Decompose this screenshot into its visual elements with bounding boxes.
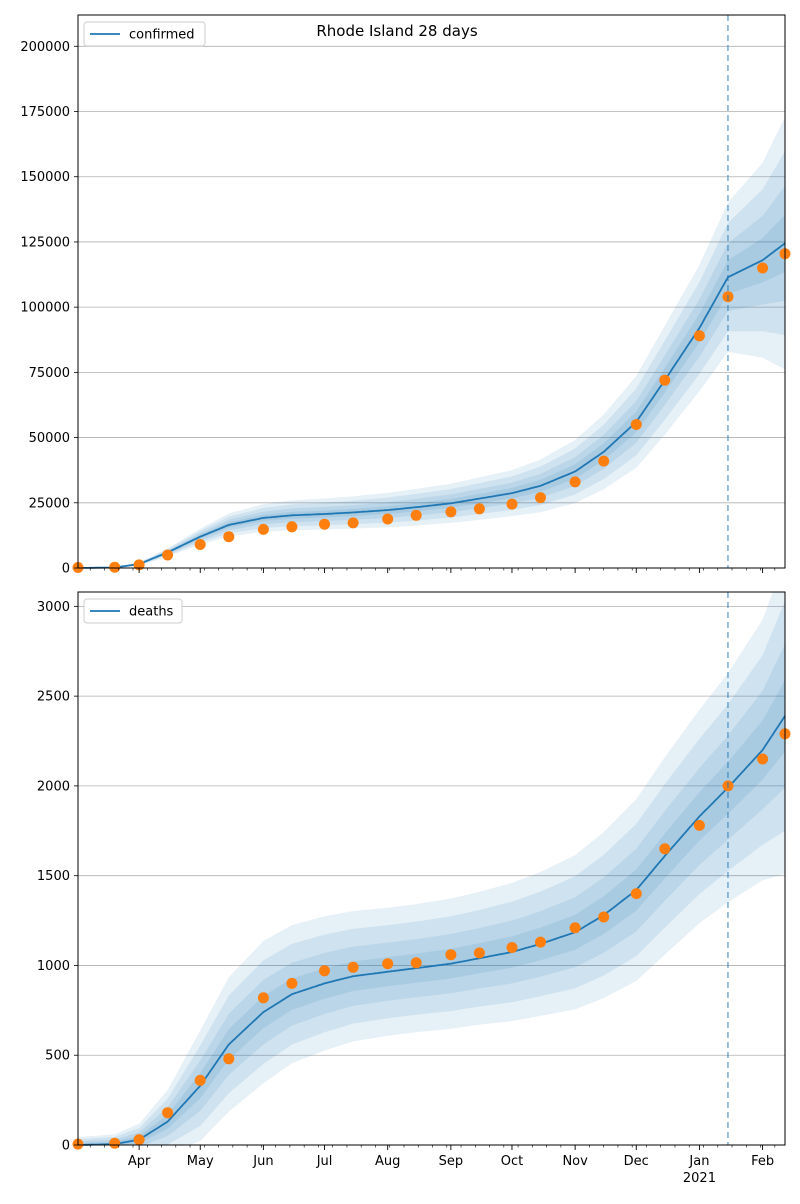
observed-point xyxy=(506,942,518,953)
y-tick-label: 0 xyxy=(62,562,70,577)
observed-point xyxy=(757,753,769,765)
y-tick-label: 2000 xyxy=(37,779,70,794)
observed-point xyxy=(659,374,671,386)
y-tick-label: 1000 xyxy=(37,959,70,974)
observed-point xyxy=(133,1134,145,1146)
deaths-observed-points xyxy=(72,728,791,1150)
observed-point xyxy=(410,957,422,969)
deaths-legend: deaths xyxy=(83,598,183,624)
observed-point xyxy=(535,492,546,504)
observed-point xyxy=(162,1107,174,1119)
observed-point xyxy=(194,1074,206,1086)
y-tick-label: 175000 xyxy=(20,105,70,120)
observed-point xyxy=(473,947,485,959)
y-tick-label: 75000 xyxy=(29,366,70,381)
chart-title: Rhode Island 28 days xyxy=(316,22,477,40)
observed-point xyxy=(569,476,581,488)
observed-point xyxy=(630,888,642,900)
legend-box xyxy=(83,21,206,47)
y-tick-label: 50000 xyxy=(29,431,70,446)
x-tick-label: Oct xyxy=(501,1154,523,1169)
observed-point xyxy=(473,503,485,515)
deaths-panel: 0 500 1000 1500 2000 2500 3000 Apr May Jun Jul Aug… xyxy=(37,591,791,1186)
y-tick-label: 100000 xyxy=(20,301,70,316)
legend-label-deaths: deaths xyxy=(129,605,174,620)
observed-point xyxy=(194,539,206,550)
deaths-y-axis: 0 500 1000 1500 2000 2500 3000 xyxy=(37,600,78,1154)
uncertainty-band-2 xyxy=(78,601,785,1145)
legend-label-confirmed: confirmed xyxy=(129,28,195,43)
x-tick-label: Apr xyxy=(128,1154,151,1169)
uncertainty-band-1 xyxy=(78,117,785,568)
observed-point xyxy=(630,419,642,430)
x-tick-label: Aug xyxy=(375,1154,400,1169)
observed-point xyxy=(598,911,610,923)
observed-point xyxy=(693,819,705,831)
observed-point xyxy=(109,1137,121,1149)
y-tick-label: 200000 xyxy=(20,40,70,55)
x-tick-label: Jan xyxy=(688,1154,709,1169)
x-tick-label: Feb xyxy=(751,1154,774,1169)
x-year-label: 2021 xyxy=(683,1171,716,1186)
observed-point xyxy=(598,455,610,467)
x-tick-label: Dec xyxy=(624,1154,649,1169)
observed-point xyxy=(445,949,457,961)
x-tick-label: May xyxy=(187,1154,214,1169)
deaths-axes xyxy=(77,591,786,1146)
y-tick-label: 2500 xyxy=(37,690,70,705)
observed-point xyxy=(757,262,769,274)
observed-point xyxy=(410,509,422,521)
y-tick-label: 25000 xyxy=(29,496,70,511)
x-tick-label: Jul xyxy=(316,1154,333,1169)
observed-point xyxy=(347,517,359,529)
observed-point xyxy=(257,523,269,535)
y-tick-label: 0 xyxy=(62,1139,70,1154)
y-tick-label: 125000 xyxy=(20,235,70,250)
legend-box xyxy=(83,598,183,624)
y-tick-label: 3000 xyxy=(37,600,70,615)
observed-point xyxy=(382,958,394,970)
confirmed-legend: confirmed xyxy=(83,21,206,47)
x-tick-label: Nov xyxy=(562,1154,588,1169)
observed-point xyxy=(535,936,546,948)
observed-point xyxy=(286,521,298,533)
x-tick-label: Jun xyxy=(252,1154,273,1169)
observed-point xyxy=(162,549,174,561)
observed-point xyxy=(257,992,269,1004)
plot-frame xyxy=(77,591,786,1146)
observed-point xyxy=(109,561,121,573)
observed-point xyxy=(445,506,457,518)
uncertainty-band-4 xyxy=(78,680,785,1145)
confirmed-panel: 0 25000 50000 75000 100000 125000 150000 175000… xyxy=(20,14,791,577)
observed-point xyxy=(382,513,394,525)
plot-frame xyxy=(77,14,786,569)
confirmed-axes xyxy=(77,14,786,569)
y-tick-label: 1500 xyxy=(37,869,70,884)
observed-point xyxy=(693,330,705,342)
observed-point xyxy=(223,531,235,543)
y-tick-label: 500 xyxy=(45,1049,70,1064)
observed-point xyxy=(319,965,330,977)
x-tick-label: Sep xyxy=(439,1154,464,1169)
observed-point xyxy=(223,1053,235,1065)
observed-point xyxy=(319,518,330,530)
y-tick-label: 150000 xyxy=(20,170,70,185)
observed-point xyxy=(506,498,518,510)
confirmed-y-axis: 0 25000 50000 75000 100000 125000 150000 175000… xyxy=(20,40,78,577)
observed-point xyxy=(569,922,581,934)
deaths-x-axis: Apr May Jun Jul Aug Sep Oct Nov Dec Jan 2021 Feb xyxy=(89,1145,776,1186)
observed-point xyxy=(347,961,359,973)
observed-point xyxy=(286,977,298,989)
uncertainty-band-1 xyxy=(78,592,785,1145)
observed-point xyxy=(659,843,671,855)
confirmed-x-axis xyxy=(89,568,776,573)
